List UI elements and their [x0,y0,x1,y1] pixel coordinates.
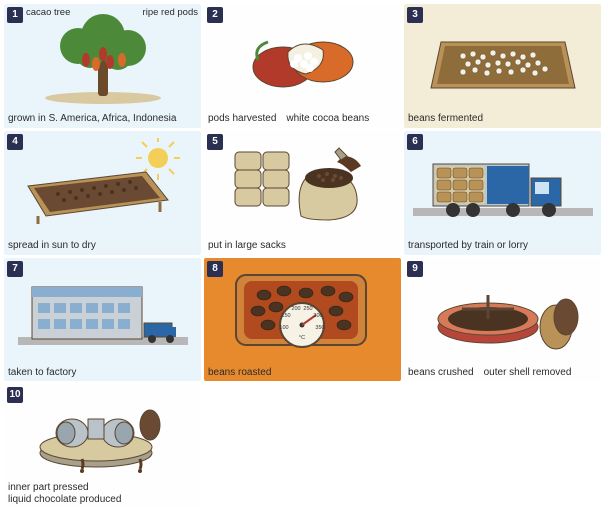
caption-text: inner part pressed [8,482,197,494]
thermo-tick: 150 [281,313,290,319]
thermo-unit: °C [298,335,304,341]
step-badge: 3 [407,7,423,23]
caption-text: put in large sacks [208,240,397,252]
press-icon [4,384,201,480]
caption-text: pods harvested [208,113,276,125]
crush-icon [404,258,601,365]
step-6: 6 transported by train or lorry [404,131,601,255]
step-badge: 6 [407,134,423,150]
sacks-icon [204,131,401,238]
caption-text: beans crushed [408,367,474,379]
step-3: 3 beans fermented [404,4,601,128]
step-5-caption: put in large sacks [204,238,401,255]
step-5: 5 put in large sacks [204,131,401,255]
caption-text: transported by train or lorry [408,240,597,252]
step-badge: 1 [7,7,23,23]
step-badge: 5 [207,134,223,150]
step-7-caption: taken to factory [4,365,201,382]
step-badge: 10 [7,387,23,403]
step-1-caption: grown in S. America, Africa, Indonesia [4,111,201,128]
step-4-caption: spread in sun to dry [4,238,201,255]
step-2: 2 pods harvested white cocoa beans [204,4,401,128]
sun-dry-icon [4,131,201,238]
pods-icon [204,4,401,111]
step-10-caption: inner part pressed liquid chocolate prod… [4,480,201,508]
step-8-caption: beans roasted [204,365,401,382]
step-9: 9 beans crushed outer shell removed [404,258,601,382]
thermo-tick: 100 [279,325,288,331]
process-grid: 1 cacao tree ripe red pods grown in [0,0,605,512]
caption-text: white cocoa beans [286,113,369,125]
step-badge: 9 [407,261,423,277]
caption-text: spread in sun to dry [8,240,197,252]
step-3-caption: beans fermented [404,111,601,128]
caption-text: beans roasted [208,367,397,379]
step-1: 1 cacao tree ripe red pods grown in [4,4,201,128]
caption-text: grown in S. America, Africa, Indonesia [8,113,197,125]
caption-text: outer shell removed [484,367,572,379]
thermo-tick: 350 [315,325,324,331]
lorry-icon [404,131,601,238]
caption-text: liquid chocolate produced [8,494,197,506]
step-2-caption: pods harvested white cocoa beans [204,111,401,128]
step-9-caption: beans crushed outer shell removed [404,365,601,382]
step-6-caption: transported by train or lorry [404,238,601,255]
label: cacao tree [26,7,70,18]
thermo-tick: 200 [291,306,300,312]
caption-text: beans fermented [408,113,597,125]
step-8: 8 100 150 200 250 300 [204,258,401,382]
step-4: 4 [4,131,201,255]
roast-icon: 100 150 200 250 300 350 °C [204,258,401,365]
thermo-tick: 250 [303,306,312,312]
step-badge: 8 [207,261,223,277]
ferment-crate-icon [404,4,601,111]
step-badge: 2 [207,7,223,23]
step-badge: 7 [7,261,23,277]
step-1-top-labels: cacao tree ripe red pods [26,7,198,18]
factory-icon [4,258,201,365]
caption-text: taken to factory [8,367,197,379]
label: ripe red pods [143,7,198,18]
step-10: 10 inner part pressed liq [4,384,201,508]
step-badge: 4 [7,134,23,150]
cacao-tree-icon [4,4,201,111]
thermo-tick: 300 [313,313,322,319]
step-7: 7 taken to factory [4,258,201,382]
